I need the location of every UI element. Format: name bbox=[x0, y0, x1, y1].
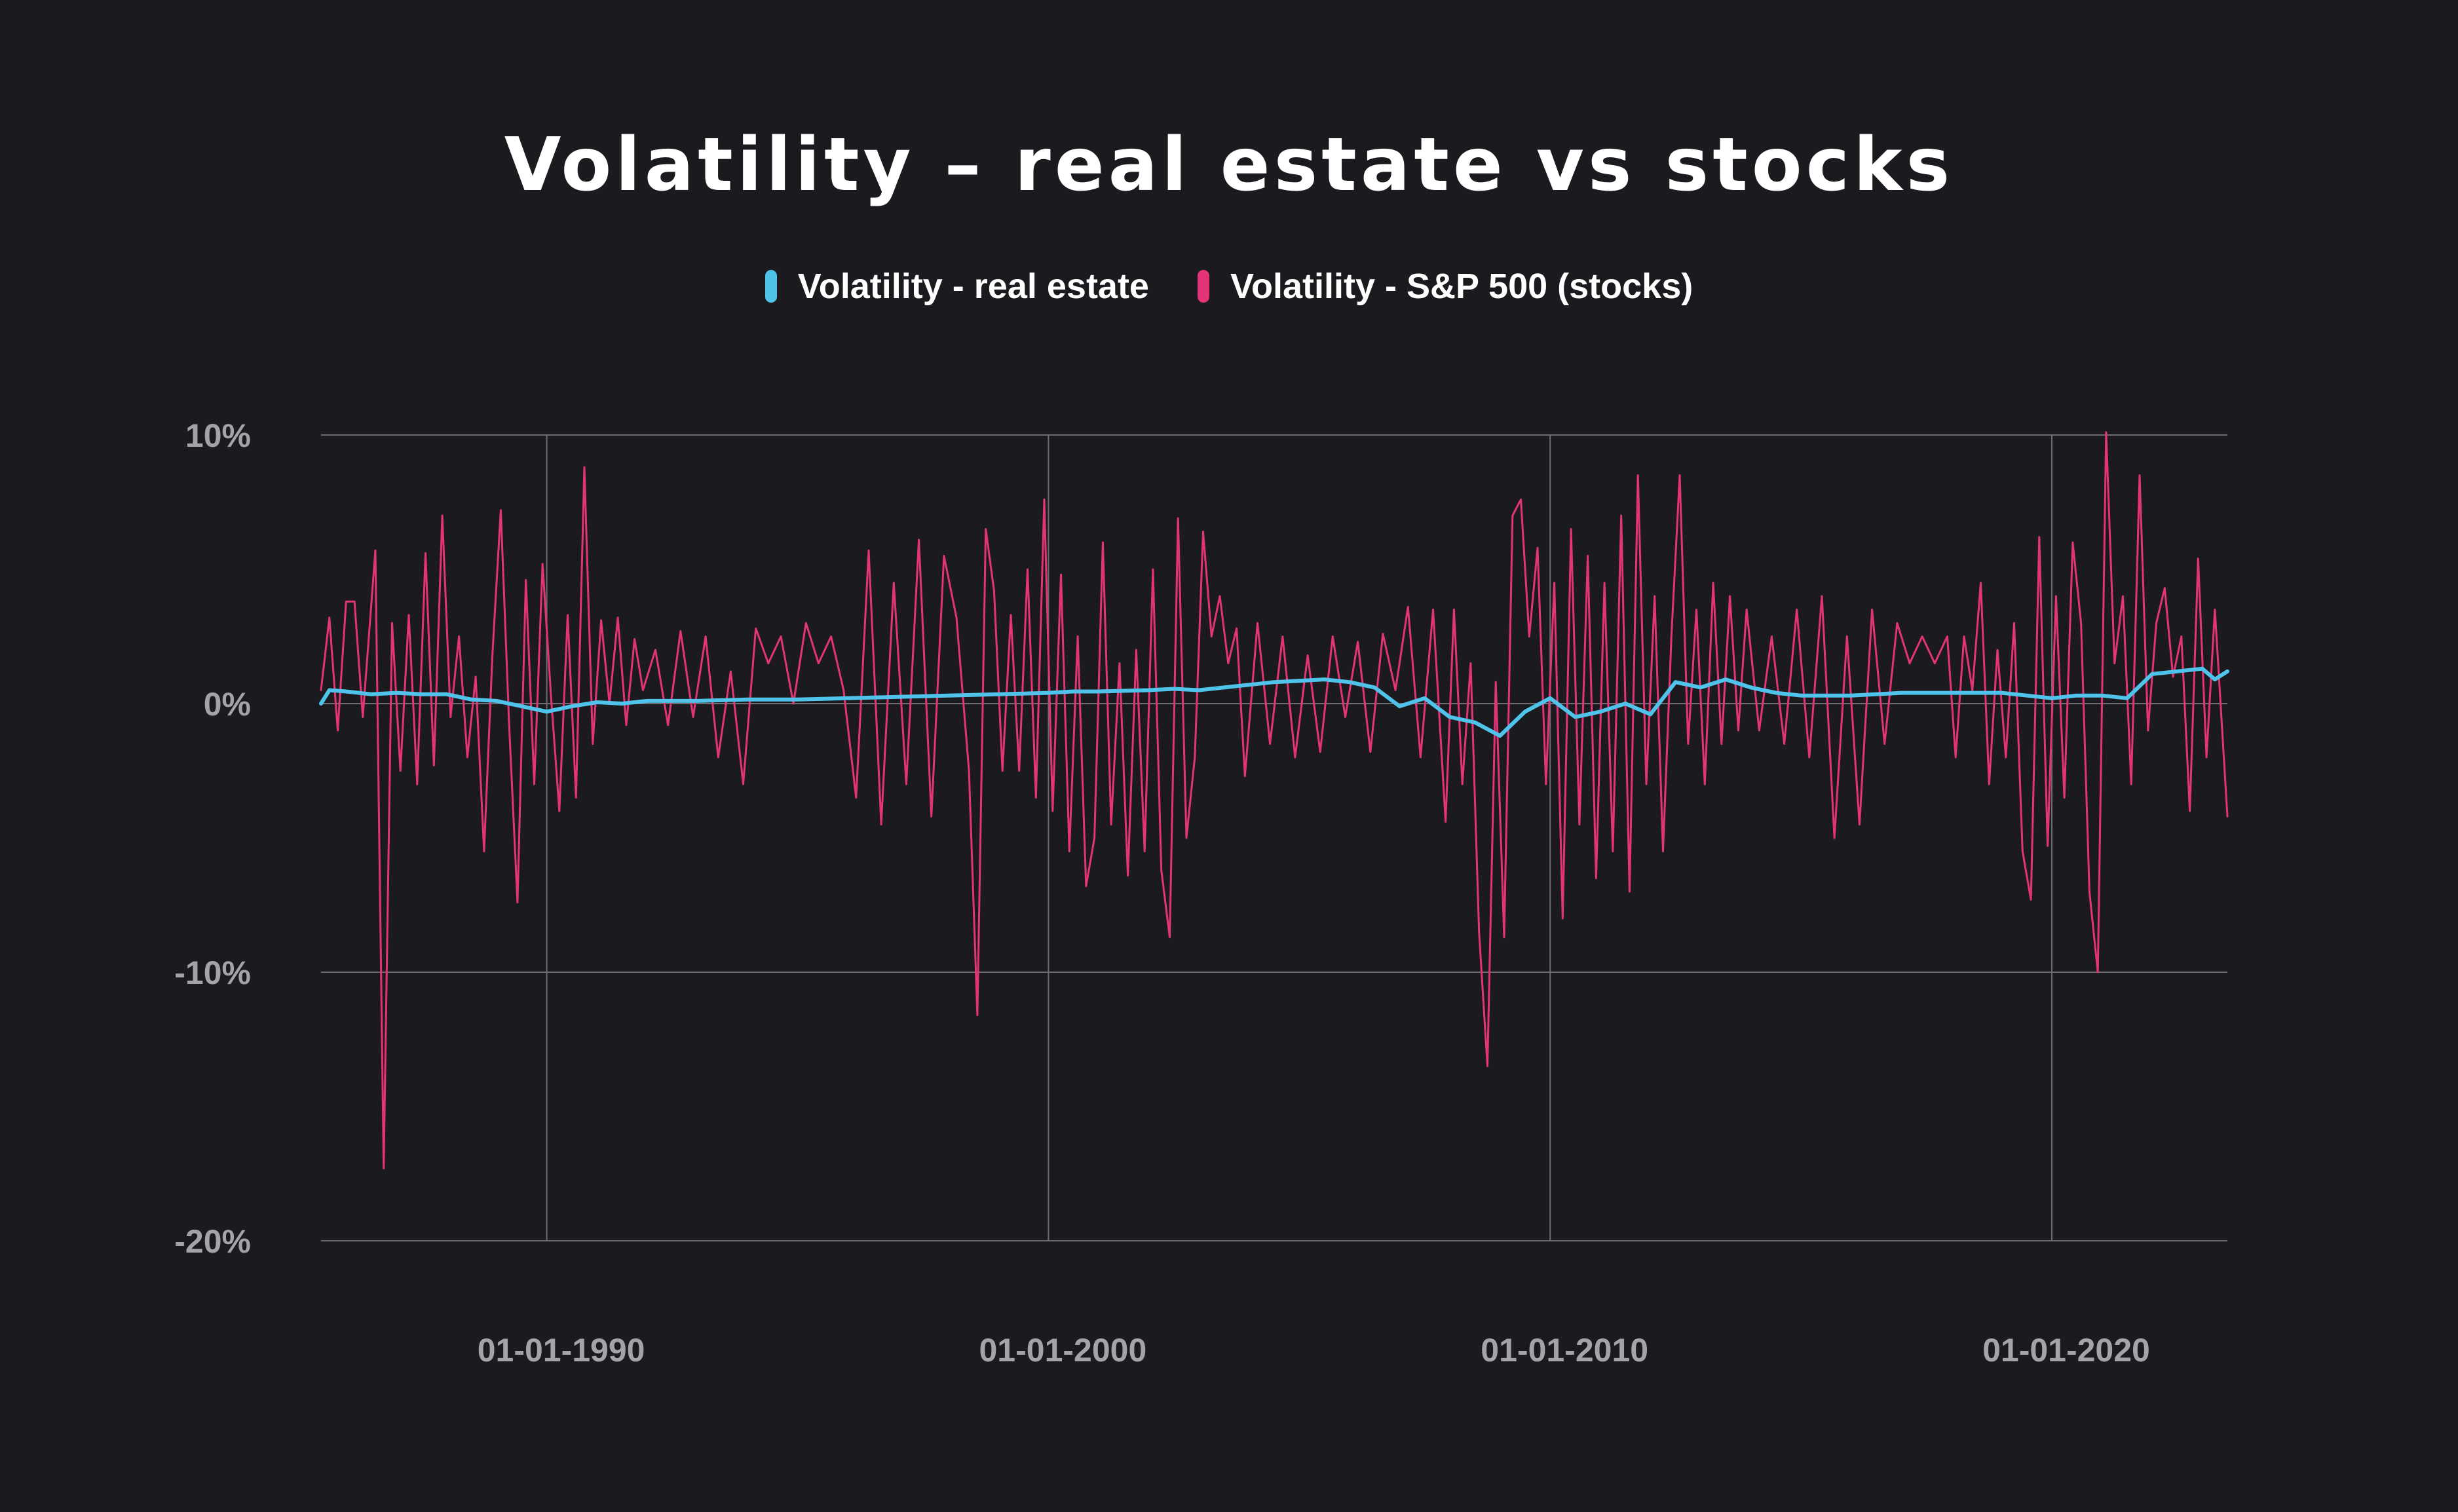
y-tick-label: 10% bbox=[185, 417, 251, 454]
x-tick-label: 01-01-2000 bbox=[979, 1332, 1147, 1369]
legend-item-real-estate[interactable]: Volatility - real estate bbox=[765, 269, 1149, 304]
x-tick-label: 01-01-2020 bbox=[1982, 1332, 2150, 1369]
series-line-stocks bbox=[320, 431, 2229, 1169]
legend-marker-stocks bbox=[1197, 270, 1209, 303]
y-tick-label: -10% bbox=[174, 954, 251, 991]
legend-item-stocks[interactable]: Volatility - S&P 500 (stocks) bbox=[1197, 267, 1693, 306]
y-tick-label: 0% bbox=[204, 686, 251, 723]
series-line-real-estate bbox=[319, 666, 2229, 738]
x-tick-label: 01-01-1990 bbox=[478, 1332, 645, 1369]
legend-label-stocks: Volatility - S&P 500 (stocks) bbox=[1230, 267, 1693, 306]
x-tick-label: 01-01-2010 bbox=[1481, 1332, 1648, 1369]
tick-layer: 10% 0% -10% -20% 01-01-1990 01-01-2000 01-01-2… bbox=[174, 417, 2150, 1369]
chart-legend: Volatility - real estate Volatility - S&… bbox=[0, 269, 2458, 304]
y-tick-label: -20% bbox=[174, 1223, 251, 1260]
chart-title: Volatility – real estate vs stocks bbox=[504, 123, 1954, 208]
series-layer bbox=[319, 431, 2229, 1169]
grid-layer bbox=[321, 434, 2227, 1241]
legend-marker-real-estate bbox=[765, 270, 777, 303]
legend-label-real-estate: Volatility - real estate bbox=[797, 267, 1149, 306]
